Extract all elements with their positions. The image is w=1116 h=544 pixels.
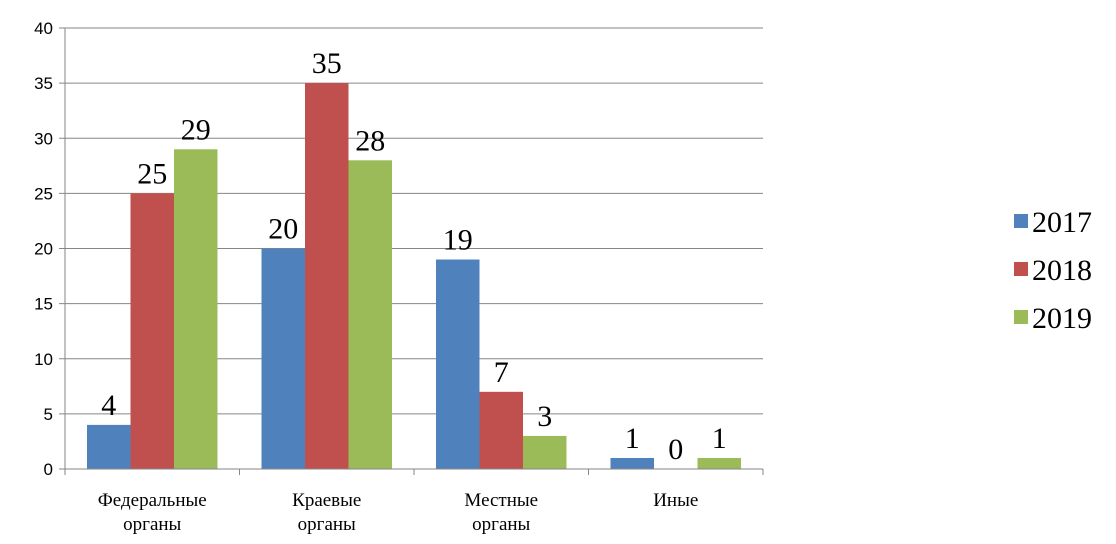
bar-2018 (130, 193, 174, 469)
y-tick-label: 40 (34, 19, 53, 38)
legend-swatch-2017 (1014, 214, 1028, 228)
y-tick-label: 25 (34, 184, 53, 203)
legend-swatch-2019 (1014, 310, 1028, 324)
data-label: 35 (312, 47, 342, 80)
y-tick-label: 20 (34, 240, 53, 259)
data-labels: 4 25 29 20 35 28 19 73 1 0 1 (101, 47, 727, 466)
y-tick-label: 35 (34, 74, 53, 93)
bar-2017 (436, 259, 480, 469)
bar-2018 (305, 83, 349, 469)
x-tick-label: органы (298, 514, 356, 535)
data-label: 20 (268, 213, 298, 246)
data-label: 19 (443, 224, 473, 257)
x-axis-ticks: Федеральные органы Краевые органы Местные орг… (64, 469, 764, 535)
legend-label: 2017 (1032, 206, 1092, 239)
y-tick-label: 0 (44, 460, 53, 479)
bar-2017 (261, 248, 305, 469)
bar-2017 (610, 457, 654, 469)
bar-2019 (174, 149, 218, 469)
y-tick-label: 30 (34, 129, 53, 148)
data-label: 1 (625, 422, 640, 455)
y-tick-label: 5 (44, 405, 53, 424)
legend-label: 2018 (1032, 254, 1092, 287)
bar-2019 (697, 457, 741, 469)
data-label: 1 (712, 422, 727, 455)
x-tick-label: органы (123, 514, 181, 535)
data-label: 4 (101, 389, 116, 422)
bar-2019 (348, 160, 392, 470)
x-tick-label: органы (472, 514, 530, 535)
legend: 2017 2018 2019 (1014, 206, 1092, 335)
data-label: 0 (668, 433, 683, 466)
legend-label: 2019 (1032, 302, 1092, 335)
bars (87, 83, 741, 470)
bar-2019 (523, 435, 567, 469)
data-label: 7 (494, 356, 509, 389)
data-label: 28 (355, 124, 385, 157)
y-axis-ticks: 0 5 10 15 20 25 30 35 40 (34, 19, 65, 479)
y-tick-label: 15 (34, 295, 53, 314)
x-tick-label: Краевые (292, 490, 361, 511)
y-tick-label: 10 (34, 350, 53, 369)
data-label: 3 (537, 400, 552, 433)
bar-2017 (87, 424, 131, 469)
bar-2018 (479, 391, 523, 469)
legend-swatch-2018 (1014, 262, 1028, 276)
data-label: 29 (181, 113, 211, 146)
x-tick-label: Местные (464, 490, 538, 511)
data-label: 25 (137, 157, 167, 190)
x-tick-label: Иные (653, 490, 698, 511)
x-tick-label: Федеральные (98, 490, 207, 511)
